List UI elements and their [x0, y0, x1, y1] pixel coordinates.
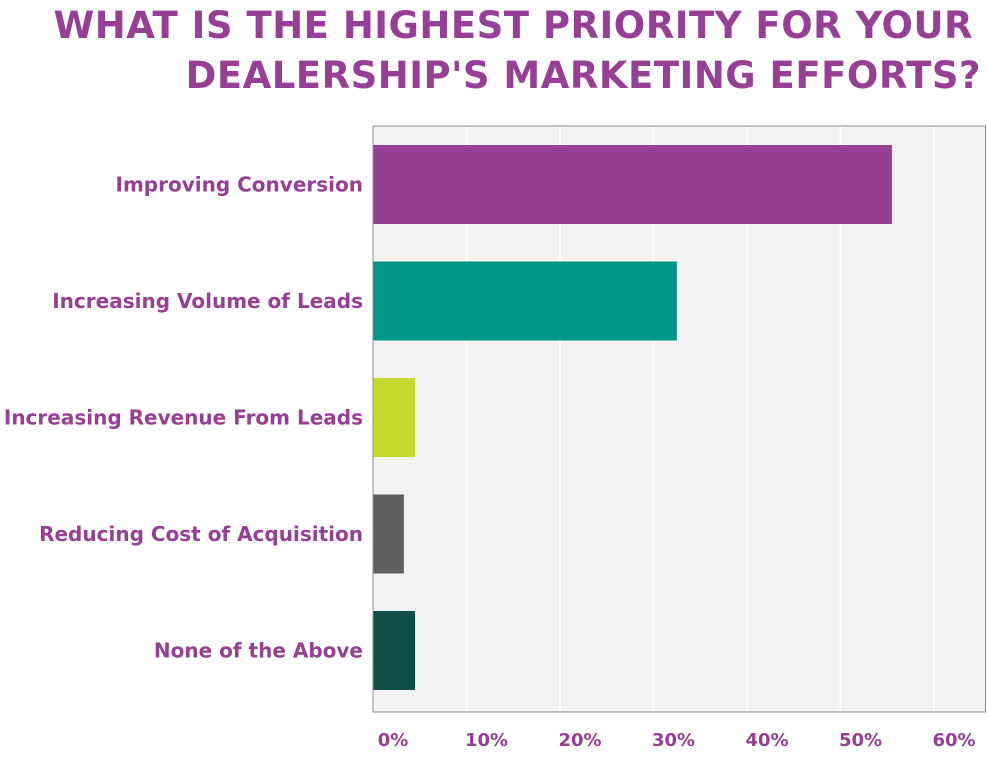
x-tick-label: 50% — [839, 730, 882, 751]
x-tick-label: 40% — [745, 730, 788, 751]
category-label: None of the Above — [154, 639, 363, 663]
bar-4 — [373, 494, 404, 574]
category-label: Increasing Revenue From Leads — [4, 406, 363, 430]
category-label: Increasing Volume of Leads — [52, 289, 363, 313]
bar-3 — [373, 378, 416, 457]
bar-1 — [373, 145, 892, 224]
chart-title-line-1: WHAT IS THE HIGHEST PRIORITY FOR YOUR — [53, 4, 973, 47]
x-tick-label: 20% — [558, 730, 601, 751]
category-label: Reducing Cost of Acquisition — [39, 522, 363, 546]
bar-5 — [373, 611, 416, 690]
bar-2 — [373, 261, 677, 341]
x-tick-label: 60% — [932, 730, 975, 751]
x-tick-label: 30% — [652, 730, 695, 751]
category-label: Improving Conversion — [116, 173, 363, 197]
x-tick-label: 10% — [465, 730, 508, 751]
chart-title-line-2: DEALERSHIP'S MARKETING EFFORTS? — [185, 54, 981, 97]
x-tick-label: 0% — [378, 730, 409, 751]
